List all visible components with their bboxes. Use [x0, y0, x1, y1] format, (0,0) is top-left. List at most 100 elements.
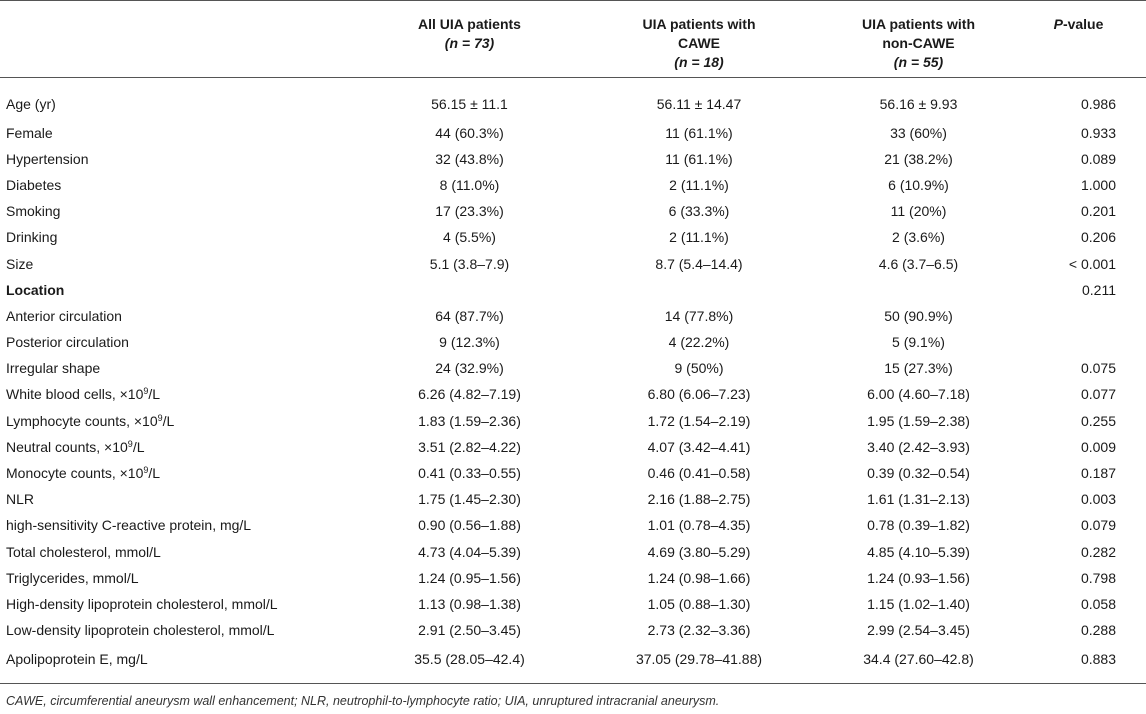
exponent: 9	[143, 465, 149, 476]
table-row: Drinking 4 (5.5%) 2 (11.1%) 2 (3.6%) 0.206	[0, 224, 1146, 250]
cell-non-cawe: 1.24 (0.93–1.56)	[867, 569, 970, 586]
cell-non-cawe: 11 (20%)	[890, 203, 947, 220]
row-label: High-density lipoprotein cholesterol, mm…	[6, 595, 278, 612]
row-label: Age (yr)	[6, 95, 56, 112]
cell-p-value: 0.282	[1080, 543, 1116, 560]
row-label: White blood cells, ×109/L	[6, 386, 161, 403]
cell-p-value: 1.000	[1080, 176, 1116, 193]
header-cawe-n: (n = 18)	[674, 54, 724, 70]
cell-all-patients: 32 (43.8%)	[435, 150, 504, 167]
cell-cawe: 0.46 (0.41–0.58)	[647, 465, 751, 482]
row-label: Smoking	[6, 203, 61, 220]
cell-non-cawe: 0.39 (0.32–0.54)	[867, 465, 970, 482]
cell-non-cawe: 4.85 (4.10–5.39)	[867, 543, 970, 560]
table-header: All UIA patients (n = 73) UIA patients w…	[0, 0, 1146, 78]
cell-non-cawe: 2.99 (2.54–3.45)	[867, 622, 970, 639]
cell-all-patients: 9 (12.3%)	[439, 334, 500, 351]
header-all-n: (n = 73)	[444, 35, 495, 51]
row-label: Anterior circulation	[6, 307, 122, 324]
cell-non-cawe: 6 (10.9%)	[888, 176, 949, 193]
cell-cawe: 1.72 (1.54–2.19)	[647, 412, 751, 429]
table-row: High-density lipoprotein cholesterol, mm…	[0, 591, 1146, 617]
row-label: Size	[6, 255, 34, 272]
row-label: Lymphocyte counts, ×109/L	[6, 412, 175, 429]
cell-all-patients: 1.24 (0.95–1.56)	[418, 569, 521, 586]
cell-p-value: 0.089	[1080, 150, 1116, 167]
cell-all-patients: 3.51 (2.82–4.22)	[418, 438, 521, 455]
cell-p-value: < 0.001	[1068, 255, 1116, 272]
top-rule	[0, 0, 1146, 1]
table-row: Triglycerides, mmol/L 1.24 (0.95–1.56) 1.2…	[0, 565, 1146, 591]
cell-all-patients: 2.91 (2.50–3.45)	[418, 622, 521, 639]
cell-non-cawe: 0.78 (0.39–1.82)	[867, 517, 970, 534]
cell-p-value: 0.798	[1080, 569, 1116, 586]
table-row: Neutral counts, ×109/L 3.51 (2.82–4.22) 4.…	[0, 434, 1146, 460]
cell-all-patients: 4.73 (4.04–5.39)	[418, 543, 521, 560]
header-p-value: P-value	[1011, 1, 1146, 78]
cell-non-cawe: 15 (27.3%)	[884, 360, 953, 377]
cell-all-patients: 35.5 (28.05–42.4)	[367, 643, 572, 685]
cell-cawe: 2 (11.1%)	[669, 229, 729, 246]
row-label: Female	[6, 124, 53, 141]
header-all-patients: All UIA patients (n = 73)	[367, 1, 572, 78]
row-label: Diabetes	[6, 176, 62, 193]
cell-p-value: 0.288	[1080, 622, 1116, 639]
cell-cawe: 6.80 (6.06–7.23)	[647, 386, 751, 403]
cell-non-cawe: 6.00 (4.60–7.18)	[867, 386, 970, 403]
row-label: Location	[6, 281, 65, 298]
exponent: 9	[143, 386, 149, 397]
table-footnote: CAWE, circumferential aneurysm wall enha…	[6, 694, 720, 708]
table-row: White blood cells, ×109/L 6.26 (4.82–7.19…	[0, 381, 1146, 407]
row-label: Monocyte counts, ×109/L	[6, 465, 161, 482]
cell-p-value: 0.058	[1080, 595, 1116, 612]
cell-cawe: 4 (22.2%)	[668, 334, 730, 351]
table-row: Total cholesterol, mmol/L 4.73 (4.04–5.39…	[0, 539, 1146, 565]
cell-cawe: 6 (33.3%)	[668, 203, 730, 220]
cell-all-patients: 44 (60.3%)	[435, 124, 504, 141]
cell-all-patients: 24 (32.9%)	[435, 360, 504, 377]
cell-all-patients: 4 (5.5%)	[443, 229, 496, 246]
table-row: Monocyte counts, ×109/L 0.41 (0.33–0.55) 0…	[0, 460, 1146, 486]
cell-all-patients: 1.75 (1.45–2.30)	[418, 491, 521, 508]
cell-p-value: 0.986	[1080, 95, 1116, 112]
cell-all-patients: 6.26 (4.82–7.19)	[418, 386, 521, 403]
cell-cawe: 1.05 (0.88–1.30)	[647, 595, 751, 612]
cell-non-cawe: 56.16 ± 9.93	[879, 95, 958, 112]
table-row: Age (yr) 56.15 ± 11.1 56.11 ± 14.47 56.16 ±…	[0, 77, 1146, 120]
cell-non-cawe: 34.4 (27.60–42.8)	[826, 643, 1011, 685]
row-label: Triglycerides, mmol/L	[6, 569, 139, 586]
cell-non-cawe: 3.40 (2.42–3.93)	[867, 438, 970, 455]
cell-p-value: 0.003	[1080, 491, 1116, 508]
cell-cawe: 1.24 (0.98–1.66)	[647, 569, 751, 586]
cell-non-cawe: 1.95 (1.59–2.38)	[867, 412, 970, 429]
cell-cawe: 14 (77.8%)	[664, 307, 734, 324]
table-row: Anterior circulation 64 (87.7%) 14 (77.8%)…	[0, 303, 1146, 329]
cell-non-cawe: 2 (3.6%)	[892, 229, 945, 246]
table-row: Location 0.211	[0, 277, 1146, 303]
cell-cawe: 9 (50%)	[674, 360, 724, 377]
cell-cawe: 8.7 (5.4–14.4)	[655, 255, 743, 272]
cell-cawe: 2.16 (1.88–2.75)	[647, 491, 751, 508]
cell-all-patients: 1.13 (0.98–1.38)	[418, 595, 521, 612]
cell-p-value: 0.201	[1080, 203, 1116, 220]
cell-cawe: 11 (61.1%)	[665, 124, 733, 141]
cell-non-cawe	[826, 277, 1011, 303]
header-variable	[0, 1, 367, 78]
table-row: Apolipoprotein E, mg/L 35.5 (28.05–42.4) 3…	[0, 643, 1146, 685]
row-label: NLR	[6, 491, 35, 508]
header-non-cawe: UIA patients with non-CAWE (n = 55)	[826, 1, 1011, 78]
cell-p-value: 0.009	[1080, 438, 1116, 455]
table-row: high-sensitivity C-reactive protein, mg/…	[0, 512, 1146, 538]
cell-p-value: 0.075	[1080, 360, 1116, 377]
cell-non-cawe: 50 (90.9%)	[884, 307, 953, 324]
row-label: Irregular shape	[6, 360, 101, 377]
cell-non-cawe: 5 (9.1%)	[892, 334, 945, 351]
row-label: Posterior circulation	[6, 334, 129, 351]
cell-cawe: 1.01 (0.78–4.35)	[647, 517, 751, 534]
table-body: Age (yr) 56.15 ± 11.1 56.11 ± 14.47 56.16 ±…	[0, 77, 1146, 685]
row-label: Neutral counts, ×109/L	[6, 438, 145, 455]
table-row: Smoking 17 (23.3%) 6 (33.3%) 11 (20%) 0.201	[0, 198, 1146, 224]
row-label: high-sensitivity C-reactive protein, mg/…	[6, 517, 252, 534]
table-row: Female 44 (60.3%) 11 (61.1%) 33 (60%) 0.933	[0, 120, 1146, 146]
